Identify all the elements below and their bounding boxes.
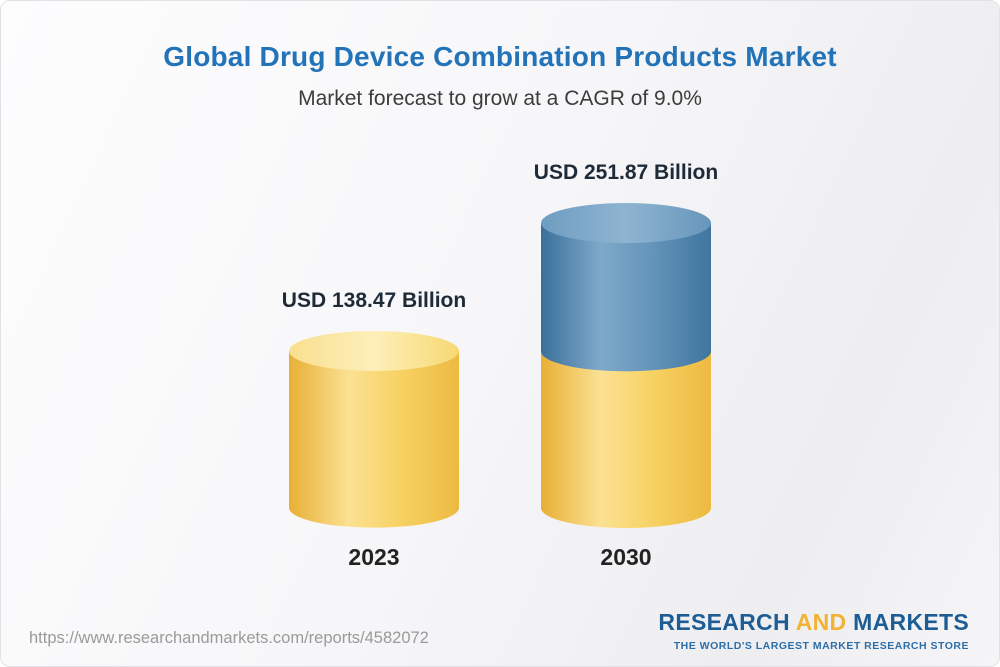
bar-column-2030: USD 251.87 Billion 2030 <box>531 161 721 571</box>
chart-subtitle: Market forecast to grow at a CAGR of 9.0… <box>298 87 702 110</box>
chart-header: Global Drug Device Combination Products … <box>1 1 999 111</box>
x-axis-label-2030: 2030 <box>600 544 652 570</box>
cylinder-2023 <box>284 329 464 530</box>
logo-word-markets: MARKETS <box>853 609 969 635</box>
logo-tagline: THE WORLD'S LARGEST MARKET RESEARCH STOR… <box>673 640 969 652</box>
logo-word-research: RESEARCH <box>658 609 790 635</box>
x-axis-label-2023: 2023 <box>348 544 400 570</box>
chart-title: Global Drug Device Combination Products … <box>163 41 837 72</box>
value-label-2023: USD 138.47 Billion <box>281 289 467 312</box>
value-label-2030: USD 251.87 Billion <box>533 161 719 184</box>
bar-column-2023: USD 138.47 Billion 2023 <box>279 289 469 571</box>
logo-word-and: AND <box>795 609 847 635</box>
cylinder-2030 <box>536 201 716 530</box>
logo-wordmark: RESEARCH AND MARKETS <box>658 609 969 636</box>
chart-plot-area: USD 138.47 Billion 2023 USD 251.87 Billi… <box>1 161 999 571</box>
research-and-markets-logo: RESEARCH AND MARKETS THE WORLD'S LARGEST… <box>658 609 969 652</box>
report-url: https://www.researchandmarkets.com/repor… <box>29 629 429 647</box>
